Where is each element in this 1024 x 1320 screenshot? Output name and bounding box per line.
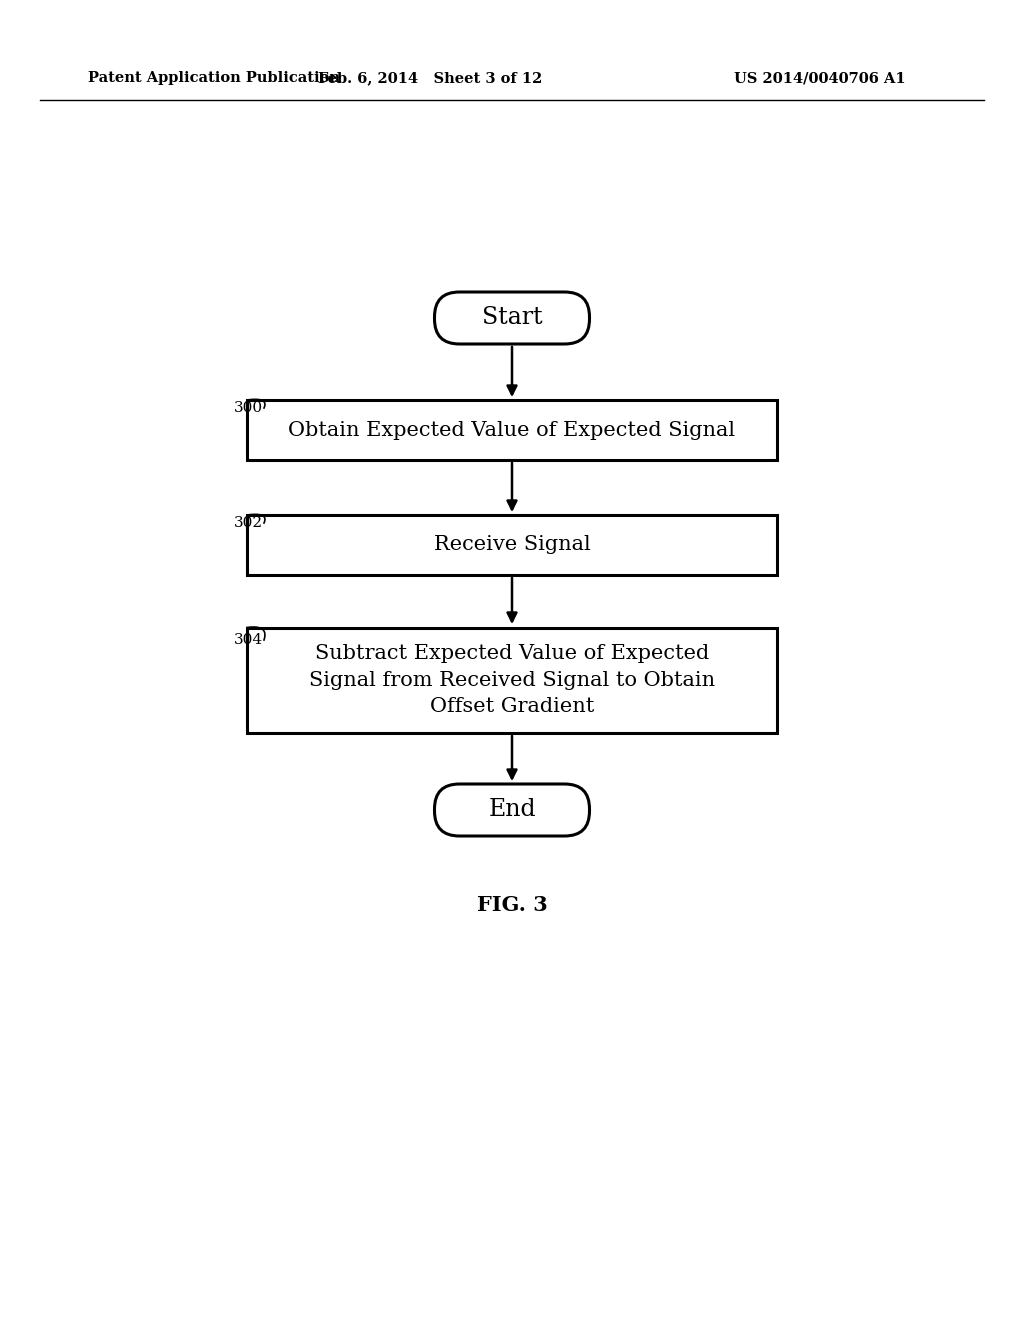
Bar [247,400,777,459]
Text: Subtract Expected Value of Expected
Signal from Received Signal to Obtain
Offset: Subtract Expected Value of Expected Sign… [309,644,715,715]
Text: Obtain Expected Value of Expected Signal: Obtain Expected Value of Expected Signal [289,421,735,440]
Bar [247,627,777,733]
Text: Feb. 6, 2014   Sheet 3 of 12: Feb. 6, 2014 Sheet 3 of 12 [317,71,542,84]
Text: US 2014/0040706 A1: US 2014/0040706 A1 [734,71,906,84]
Text: 304: 304 [234,634,263,647]
FancyBboxPatch shape [434,292,590,345]
Text: Start: Start [481,306,543,330]
FancyBboxPatch shape [434,784,590,836]
Text: FIG. 3: FIG. 3 [476,895,548,915]
Text: Receive Signal: Receive Signal [433,536,591,554]
Text: Patent Application Publication: Patent Application Publication [88,71,340,84]
Text: End: End [488,799,536,821]
Bar [247,515,777,576]
Text: 302: 302 [234,516,263,531]
Text: 300: 300 [234,401,263,414]
